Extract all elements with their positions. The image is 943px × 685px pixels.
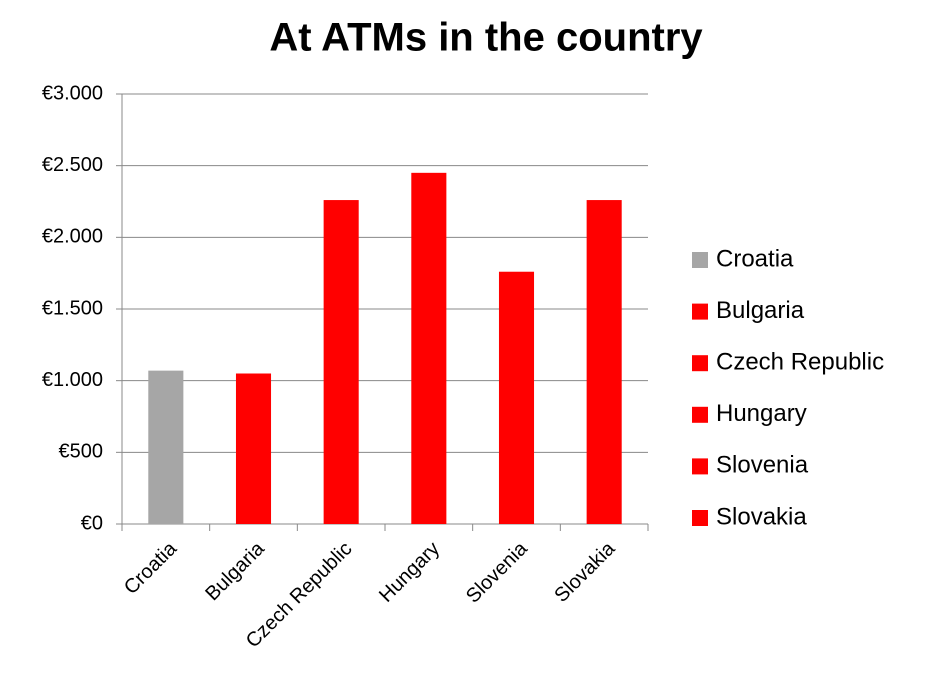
bar bbox=[411, 172, 447, 525]
legend-swatch bbox=[692, 303, 708, 320]
legend-label: Hungary bbox=[716, 400, 807, 427]
legend-swatch bbox=[692, 510, 708, 526]
x-tick-label: Slovenia bbox=[462, 537, 532, 607]
y-tick-label: €1.000 bbox=[42, 369, 103, 391]
y-tick-label: €500 bbox=[59, 441, 104, 463]
legend-swatch bbox=[692, 355, 708, 372]
x-tick-label: Slovakia bbox=[550, 537, 620, 607]
legend-swatch bbox=[692, 458, 708, 475]
x-tick-label: Croatia bbox=[120, 537, 182, 599]
y-tick-label: €2.500 bbox=[42, 154, 103, 176]
legend-label: Slovakia bbox=[716, 503, 807, 530]
y-tick-label: €3.000 bbox=[42, 82, 103, 104]
bar bbox=[586, 200, 622, 525]
x-tick-label: Hungary bbox=[375, 538, 444, 607]
legend-label: Bulgaria bbox=[716, 297, 805, 324]
y-tick-label: €1.500 bbox=[42, 297, 103, 319]
bar bbox=[323, 200, 359, 525]
bar bbox=[498, 271, 535, 524]
x-tick-label: Bulgaria bbox=[201, 537, 269, 605]
bar bbox=[235, 373, 272, 524]
chart-title: At ATMs in the country bbox=[269, 16, 703, 60]
legend-swatch bbox=[692, 252, 708, 268]
y-tick-label: €2.000 bbox=[42, 226, 103, 248]
legend-label: Czech Republic bbox=[716, 349, 884, 376]
legend-swatch bbox=[692, 406, 708, 423]
legend-label: Slovenia bbox=[716, 452, 809, 479]
legend-label: Croatia bbox=[716, 245, 794, 272]
bar bbox=[148, 370, 184, 524]
y-tick-label: €0 bbox=[81, 512, 103, 534]
